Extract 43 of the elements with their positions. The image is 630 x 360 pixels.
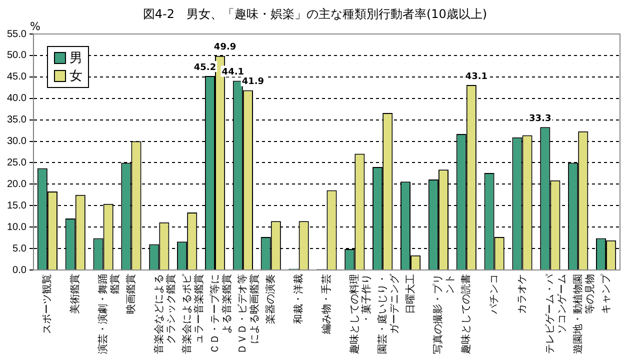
y-tick-label: 0.0: [12, 264, 27, 276]
chart-title: 図4-2 男女、「趣味・娯楽」の主な種類別行動者率(10歳以上): [142, 7, 488, 21]
y-tick-label: 40.0: [6, 93, 27, 104]
data-label: 45.2: [194, 62, 216, 73]
y-tick-label: 30.0: [6, 136, 27, 148]
y-axis-title: %: [30, 20, 40, 33]
y-tick-label: 35.0: [6, 114, 27, 126]
x-tick-label: テレビゲーム・パソコンゲーム: [544, 273, 568, 354]
y-tick-label: 20.0: [6, 178, 27, 190]
y-tick-label: 50.0: [6, 50, 27, 62]
x-tick-label: 日曜大工: [404, 274, 416, 314]
y-tick-label: 25.0: [6, 157, 27, 168]
y-tick-label: 45.0: [6, 72, 27, 83]
y-tick-label: 55.0: [6, 28, 27, 40]
x-tick-label: 写真の撮影・プリント: [432, 274, 456, 354]
x-tick-label: キャンプ: [600, 273, 612, 314]
x-tick-label: 映画鑑賞: [124, 274, 137, 314]
x-tick-label: パチンコ: [489, 274, 500, 315]
data-label: 49.9: [214, 42, 236, 53]
x-tick-label: 編み物・手芸: [320, 274, 332, 335]
x-tick-label: 音楽会などによるクラシック鑑賞: [152, 274, 177, 354]
x-tick-label: スポーツ観覧: [42, 274, 54, 334]
data-label: 33.3: [529, 114, 552, 124]
x-tick-label: 趣味としての料理・菓子作り: [348, 274, 372, 354]
x-tick-label: 美術鑑賞: [69, 274, 82, 314]
x-tick-label: 趣味としての読書: [460, 274, 472, 354]
x-tick-label: 楽器の演奏: [264, 274, 277, 324]
data-label: 43.1: [465, 72, 488, 82]
y-tick-label: 15.0: [6, 200, 27, 212]
x-tick-label: 園芸・庭いじり・ガーデニング: [376, 273, 400, 354]
y-tick-label: 10.0: [6, 222, 27, 233]
data-label: 41.9: [242, 77, 264, 88]
y-tick-label: 5.0: [12, 243, 27, 254]
x-tick-label: 音楽会によるポピュラー音楽鑑賞: [180, 274, 205, 354]
data-label: 44.1: [222, 68, 244, 78]
x-tick-label: ＣＤ・テープ等による音楽鑑賞: [208, 274, 233, 354]
legend-label: 女: [69, 68, 82, 85]
x-tick-label: 遊園地・動植物園等の見物: [572, 274, 596, 354]
legend-label: 男: [69, 50, 82, 67]
x-tick-label: ＤＶＤ・ビデオ等による映画鑑賞: [236, 274, 261, 354]
x-tick-label: 演芸・演劇・舞踊鑑賞: [97, 274, 122, 354]
x-tick-label: 和裁・洋裁: [292, 274, 305, 324]
x-tick-label: カラオケ: [516, 274, 528, 314]
